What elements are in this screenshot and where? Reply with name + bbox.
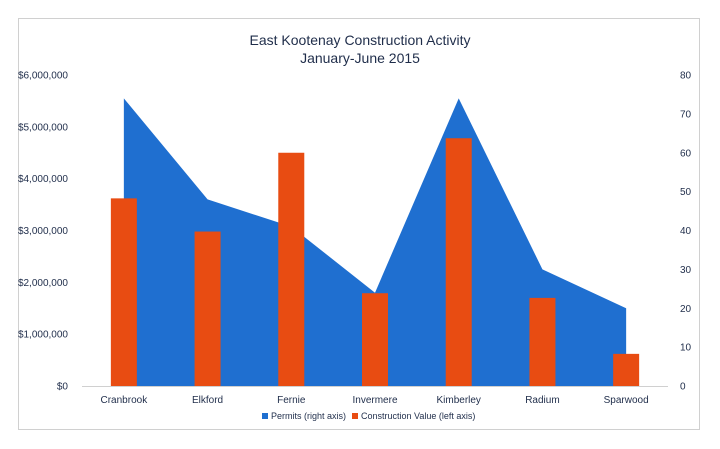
category-label: Kimberley bbox=[436, 395, 480, 406]
right-axis-ticks: 0 10 20 30 40 50 60 70 80 bbox=[680, 71, 692, 393]
legend-swatch-permits bbox=[262, 413, 268, 419]
right-axis-tick-label: 80 bbox=[680, 71, 692, 82]
category-labels: Cranbrook Elkford Fernie Invermere Kimberley… bbox=[101, 395, 649, 406]
left-axis-tick-label: $6,000,000 bbox=[18, 71, 68, 82]
left-axis-tick-label: $5,000,000 bbox=[18, 122, 68, 133]
construction-value-bar bbox=[445, 138, 472, 386]
left-axis-ticks: $0 $1,000,000 $2,000,000 $3,000,000 $4,000,0… bbox=[18, 71, 68, 393]
chart-subtitle: January-June 2015 bbox=[300, 50, 420, 66]
construction-bars-layer bbox=[110, 138, 640, 386]
left-axis-tick-label: $4,000,000 bbox=[18, 174, 68, 185]
right-axis-tick-label: 10 bbox=[680, 343, 692, 354]
construction-value-bar bbox=[194, 231, 221, 386]
right-axis-tick-label: 40 bbox=[680, 226, 692, 237]
left-axis-tick-label: $3,000,000 bbox=[18, 226, 68, 237]
left-axis-tick-label: $1,000,000 bbox=[18, 330, 68, 341]
construction-value-bar bbox=[110, 198, 137, 386]
category-label: Cranbrook bbox=[101, 395, 149, 406]
category-label: Radium bbox=[525, 395, 559, 406]
left-axis-tick-label: $0 bbox=[57, 382, 69, 393]
legend-label-permits: Permits (right axis) bbox=[271, 411, 346, 421]
category-label: Sparwood bbox=[604, 395, 649, 406]
right-axis-tick-label: 50 bbox=[680, 187, 692, 198]
construction-value-bar bbox=[613, 353, 640, 386]
left-axis-tick-label: $2,000,000 bbox=[18, 278, 68, 289]
construction-value-bar bbox=[278, 152, 305, 386]
permits-area-layer bbox=[123, 98, 627, 386]
category-label: Invermere bbox=[352, 395, 397, 406]
legend-label-construction-value: Construction Value (left axis) bbox=[361, 411, 475, 421]
construction-value-bar bbox=[529, 297, 556, 386]
right-axis-tick-label: 60 bbox=[680, 148, 692, 159]
legend: Permits (right axis) Construction Value … bbox=[262, 411, 475, 421]
category-label: Fernie bbox=[277, 395, 306, 406]
right-axis-tick-label: 30 bbox=[680, 265, 692, 276]
chart-title: East Kootenay Construction Activity bbox=[249, 32, 471, 48]
right-axis-tick-label: 0 bbox=[680, 382, 686, 393]
construction-value-bar bbox=[362, 293, 388, 386]
permits-area bbox=[123, 98, 627, 386]
legend-swatch-construction-value bbox=[352, 413, 358, 419]
category-label: Elkford bbox=[192, 395, 223, 406]
right-axis-tick-label: 20 bbox=[680, 304, 692, 315]
right-axis-tick-label: 70 bbox=[680, 109, 692, 120]
